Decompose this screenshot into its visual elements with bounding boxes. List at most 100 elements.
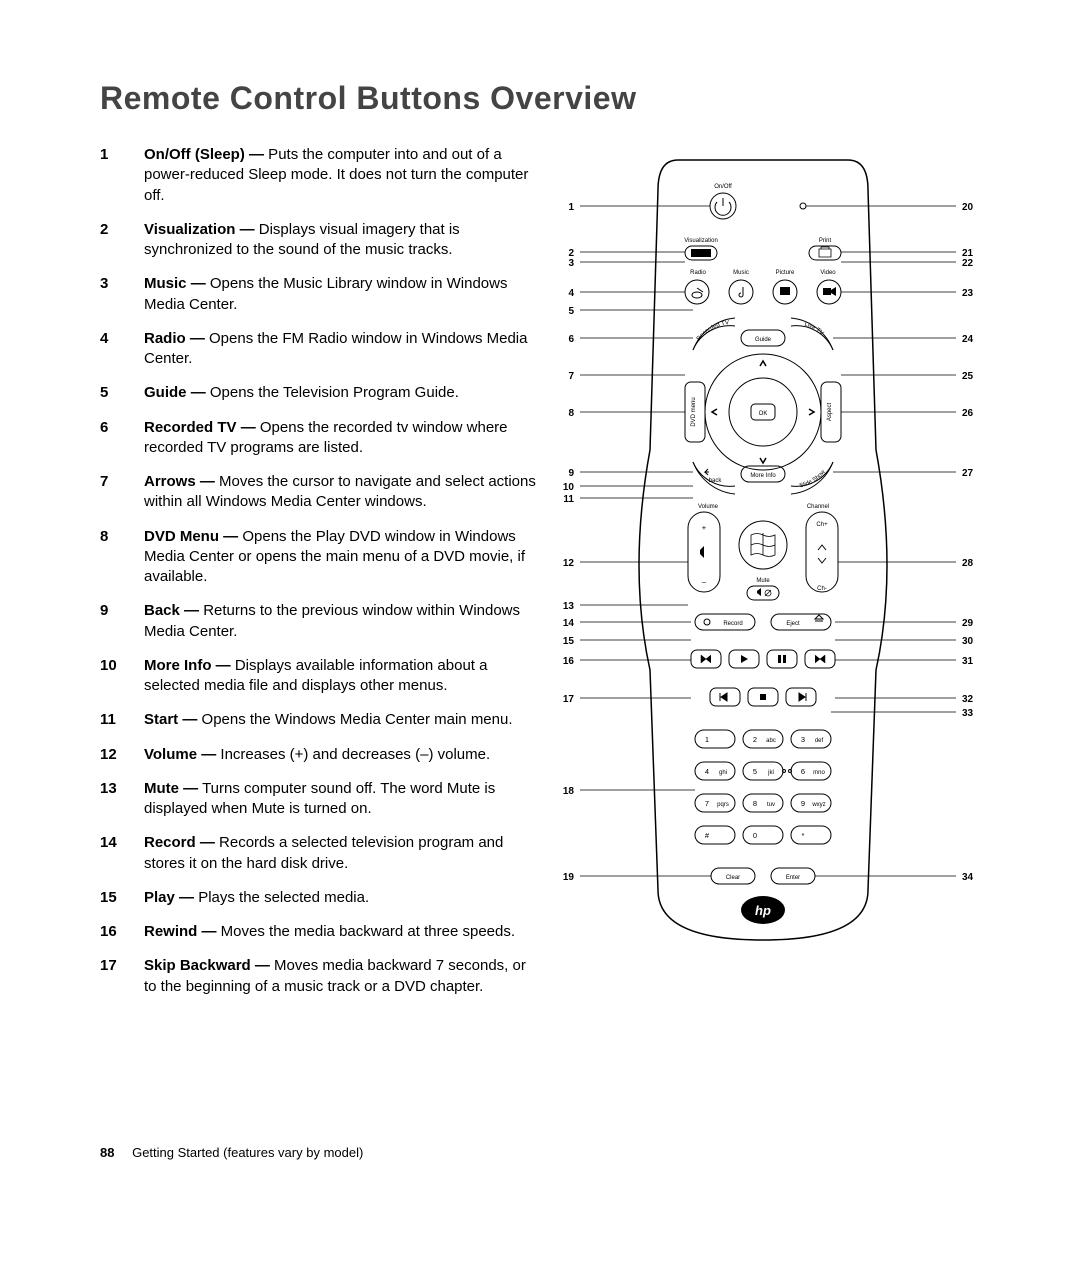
svg-text:Ch-: Ch- [817,586,827,592]
svg-text:27: 27 [962,468,974,479]
item-desc: Play — Plays the selected media. [144,888,540,908]
svg-text:19: 19 [563,872,575,883]
svg-text:Eject: Eject [786,621,800,627]
svg-text:abc: abc [766,738,776,744]
item-desc: More Info — Displays available informati… [144,656,540,697]
description-item: 17Skip Backward — Moves media backward 7… [100,956,540,997]
description-item: 2Visualization — Displays visual imagery… [100,220,540,261]
item-desc: Visualization — Displays visual imagery … [144,220,540,261]
svg-text:23: 23 [962,288,974,299]
svg-text:Print: Print [819,238,832,244]
svg-text:Channel: Channel [807,504,829,510]
item-number: 4 [100,329,144,370]
svg-text:31: 31 [962,656,974,667]
svg-text:DVD menu: DVD menu [691,397,697,426]
svg-text:6: 6 [568,334,574,345]
svg-text:1: 1 [568,202,574,213]
svg-text:On/Off: On/Off [714,184,732,190]
item-number: 1 [100,145,144,206]
description-item: 7Arrows — Moves the cursor to navigate a… [100,472,540,513]
svg-text:Guide: Guide [755,337,772,343]
item-number: 11 [100,710,144,730]
svg-text:11: 11 [563,494,574,505]
description-item: 12Volume — Increases (+) and decreases (… [100,745,540,765]
item-number: 14 [100,833,144,874]
description-item: 5Guide — Opens the Television Program Gu… [100,383,540,403]
description-item: 1On/Off (Sleep) — Puts the computer into… [100,145,540,206]
svg-text:7: 7 [568,371,574,382]
svg-text:Music: Music [733,270,749,276]
svg-text:7: 7 [705,799,709,808]
svg-text:Enter: Enter [786,875,800,881]
item-number: 13 [100,779,144,820]
svg-text:3: 3 [568,258,574,269]
svg-text:Aspect: Aspect [827,402,833,421]
svg-text:*: * [802,831,805,840]
svg-text:Live TV: Live TV [804,322,825,337]
svg-text:Video: Video [820,270,836,276]
svg-text:Clear: Clear [726,875,740,881]
svg-text:9: 9 [801,799,805,808]
item-desc: On/Off (Sleep) — Puts the computer into … [144,145,540,206]
svg-text:9: 9 [568,468,574,479]
page-number: 88 [100,1145,114,1160]
svg-text:pqrs: pqrs [717,802,729,808]
svg-text:29: 29 [962,618,974,629]
svg-text:Visualization: Visualization [684,238,718,244]
svg-text:32: 32 [962,694,974,705]
svg-text:4: 4 [568,288,574,299]
item-desc: Rewind — Moves the media backward at thr… [144,922,540,942]
svg-text:34: 34 [962,872,974,883]
svg-text:16: 16 [563,656,575,667]
svg-text:26: 26 [962,408,974,419]
item-desc: Record — Records a selected television p… [144,833,540,874]
item-desc: Start — Opens the Windows Media Center m… [144,710,540,730]
svg-text:8: 8 [753,799,757,808]
svg-text:8: 8 [568,408,574,419]
svg-text:15: 15 [563,636,575,647]
svg-text:14: 14 [563,618,575,629]
svg-text:3: 3 [801,735,805,744]
svg-text:More Info: More Info [750,473,776,479]
item-desc: Back — Returns to the previous window wi… [144,601,540,642]
svg-text:def: def [815,738,824,744]
svg-text:Volume: Volume [698,504,719,510]
svg-text:ghi: ghi [719,770,727,776]
svg-text:#: # [705,831,710,840]
description-item: 14Record — Records a selected television… [100,833,540,874]
svg-text:hp: hp [755,903,771,918]
item-desc: Radio — Opens the FM Radio window in Win… [144,329,540,370]
svg-text:24: 24 [962,334,974,345]
svg-text:Mute: Mute [756,578,770,584]
item-number: 10 [100,656,144,697]
description-item: 4Radio — Opens the FM Radio window in Wi… [100,329,540,370]
svg-text:jkl: jkl [767,770,774,776]
svg-text:20: 20 [962,202,974,213]
item-desc: Music — Opens the Music Library window i… [144,274,540,315]
page-title: Remote Control Buttons Overview [100,80,990,117]
item-number: 3 [100,274,144,315]
item-desc: Skip Backward — Moves media backward 7 s… [144,956,540,997]
description-item: 6Recorded TV — Opens the recorded tv win… [100,418,540,459]
description-item: 11Start — Opens the Windows Media Center… [100,710,540,730]
svg-text:Radio: Radio [690,270,706,276]
svg-text:6: 6 [801,767,805,776]
svg-text:wxyz: wxyz [811,802,825,808]
item-number: 8 [100,527,144,588]
svg-text:13: 13 [563,601,575,612]
item-number: 2 [100,220,144,261]
svg-text:10: 10 [563,482,575,493]
item-desc: Volume — Increases (+) and decreases (–)… [144,745,540,765]
footer-text: Getting Started (features vary by model) [132,1145,363,1160]
item-desc: Arrows — Moves the cursor to navigate an… [144,472,540,513]
svg-text:Picture: Picture [776,270,795,276]
item-number: 9 [100,601,144,642]
item-desc: DVD Menu — Opens the Play DVD window in … [144,527,540,588]
svg-text:28: 28 [962,558,974,569]
svg-text:17: 17 [563,694,575,705]
item-desc: Guide — Opens the Television Program Gui… [144,383,540,403]
item-number: 7 [100,472,144,513]
item-number: 17 [100,956,144,997]
item-number: 5 [100,383,144,403]
svg-text:0: 0 [753,831,757,840]
